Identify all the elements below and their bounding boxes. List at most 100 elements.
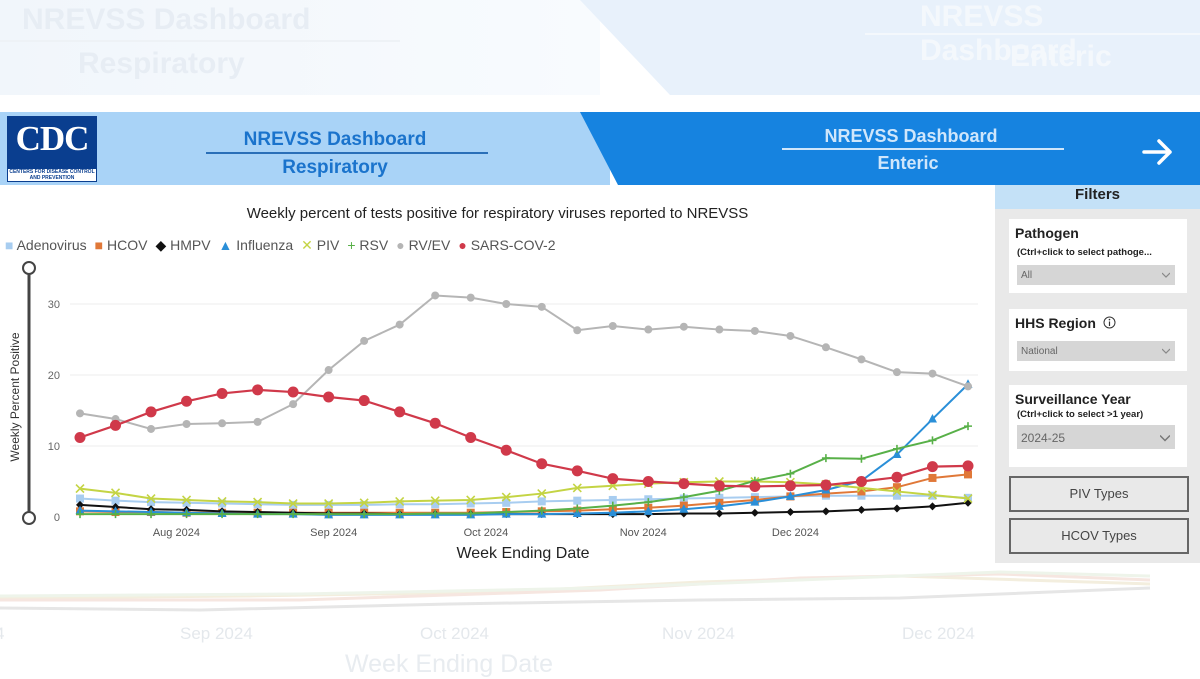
data-point (395, 320, 404, 329)
chevron-down-icon (1162, 348, 1170, 354)
data-point (892, 504, 901, 513)
data-point (892, 491, 901, 500)
legend-item[interactable]: ✕ PIV (301, 237, 339, 253)
legend-marker-icon: + (347, 237, 360, 253)
dashboard-header: CDC CENTERS FOR DISEASE CONTROL AND PREV… (0, 112, 1200, 185)
pathogen-filter: Pathogen (Ctrl+click to select pathoge..… (1009, 219, 1187, 293)
data-point (500, 444, 512, 456)
x-axis-label: Week Ending Date (456, 545, 589, 562)
legend-label: RSV (359, 237, 389, 253)
hhs-region-label: HHS Region (1015, 315, 1116, 331)
data-point (784, 480, 796, 492)
data-point (218, 419, 227, 428)
data-point (289, 500, 298, 509)
ghost-tick-partial: 4 (0, 624, 4, 644)
y-range-slider-handle-bottom (22, 511, 36, 525)
series-line (79, 494, 969, 506)
legend-marker-icon: ◆ (155, 237, 171, 253)
data-point (147, 510, 156, 519)
data-point (750, 497, 760, 506)
data-point (678, 478, 690, 490)
data-point (715, 493, 724, 502)
data-point (608, 507, 618, 517)
data-point (892, 449, 902, 459)
chevron-down-icon (1160, 434, 1170, 442)
line-chart[interactable]: 0 10 20 30 Aug 2024 Sep 2024 Oct 2024 Nov 2024 D… (0, 185, 995, 563)
surveillance-year-hint: (Ctrl+click to select >1 year) (1017, 409, 1144, 420)
ghost-subtitle-enteric: Enteric (1010, 40, 1112, 73)
tab-enteric-divider (782, 148, 1064, 150)
data-point (857, 454, 866, 463)
data-point (608, 501, 617, 510)
surveillance-year-dropdown[interactable]: 2024-25 (1017, 425, 1175, 449)
y-tick-label: 10 (48, 441, 60, 453)
data-point (927, 490, 938, 500)
data-point (360, 500, 369, 509)
series-line (79, 388, 969, 488)
tab-respiratory-title[interactable]: NREVSS Dashboard (243, 129, 427, 150)
data-point (679, 504, 689, 513)
data-point (857, 491, 866, 500)
legend-label: HCOV (106, 237, 148, 253)
data-point (608, 495, 617, 504)
data-point (502, 508, 511, 517)
data-point (466, 499, 475, 508)
data-point (358, 395, 370, 407)
data-point (76, 409, 84, 418)
legend-item[interactable]: ■ HCOV (95, 237, 148, 253)
data-point (394, 406, 406, 418)
ghost-title-respiratory: NREVSS Dashboard (22, 3, 311, 36)
data-point (927, 414, 937, 423)
data-point (892, 444, 901, 453)
data-point (643, 506, 653, 515)
legend-item[interactable]: + RSV (347, 237, 388, 253)
data-point (76, 510, 84, 519)
data-point (537, 489, 547, 499)
data-point (963, 493, 973, 504)
hcov-types-button[interactable]: HCOV Types (1009, 518, 1189, 554)
legend-item[interactable]: ■ Adenovirus (5, 237, 87, 253)
piv-types-button[interactable]: PIV Types (1009, 476, 1189, 512)
data-point (182, 510, 191, 519)
data-point (466, 495, 476, 505)
data-point (964, 382, 972, 391)
data-point (465, 431, 477, 443)
legend-item[interactable]: ● SARS-COV-2 (458, 237, 555, 253)
data-point (573, 326, 582, 335)
data-point (429, 417, 441, 429)
hhs-region-label-text: HHS Region (1015, 315, 1096, 331)
data-point (216, 387, 228, 399)
data-point (537, 302, 546, 311)
data-point (110, 419, 122, 431)
data-point (323, 391, 335, 403)
data-point (502, 498, 511, 507)
pathogen-dropdown[interactable]: All (1017, 265, 1175, 285)
tab-respiratory[interactable] (0, 112, 610, 185)
data-point (715, 325, 724, 334)
chart-legend[interactable]: ■ Adenovirus ■ HCOV ◆ HMPV ▲ Influenza ✕ PIV… (5, 237, 564, 254)
tab-enteric-subtitle[interactable]: Enteric (877, 153, 939, 173)
pathogen-label: Pathogen (1015, 225, 1079, 241)
background-ghost-header: NREVSS Dashboard Respiratory NREVSS Dash… (0, 0, 1200, 95)
data-point (608, 322, 617, 331)
data-point (571, 465, 583, 477)
info-icon[interactable] (1103, 316, 1116, 329)
data-point (288, 498, 298, 509)
tab-enteric-title[interactable]: NREVSS Dashboard (824, 126, 998, 146)
data-point (431, 291, 440, 300)
tab-respiratory-subtitle[interactable]: Respiratory (282, 157, 388, 178)
arrow-right-icon[interactable] (1138, 132, 1178, 172)
legend-item[interactable]: ▲ Influenza (219, 237, 294, 253)
tab-respiratory-divider (206, 152, 488, 154)
legend-item[interactable]: ● RV/EV (396, 237, 450, 253)
data-point (715, 509, 724, 518)
data-point (642, 476, 654, 487)
data-point (679, 322, 688, 331)
legend-item[interactable]: ◆ HMPV (155, 237, 210, 253)
legend-marker-icon: ● (458, 237, 471, 253)
hhs-region-dropdown[interactable]: National (1017, 341, 1175, 361)
data-point (147, 498, 156, 507)
data-point (466, 293, 475, 302)
ghost-tick: Nov 2024 (662, 624, 735, 643)
data-point (110, 488, 121, 498)
